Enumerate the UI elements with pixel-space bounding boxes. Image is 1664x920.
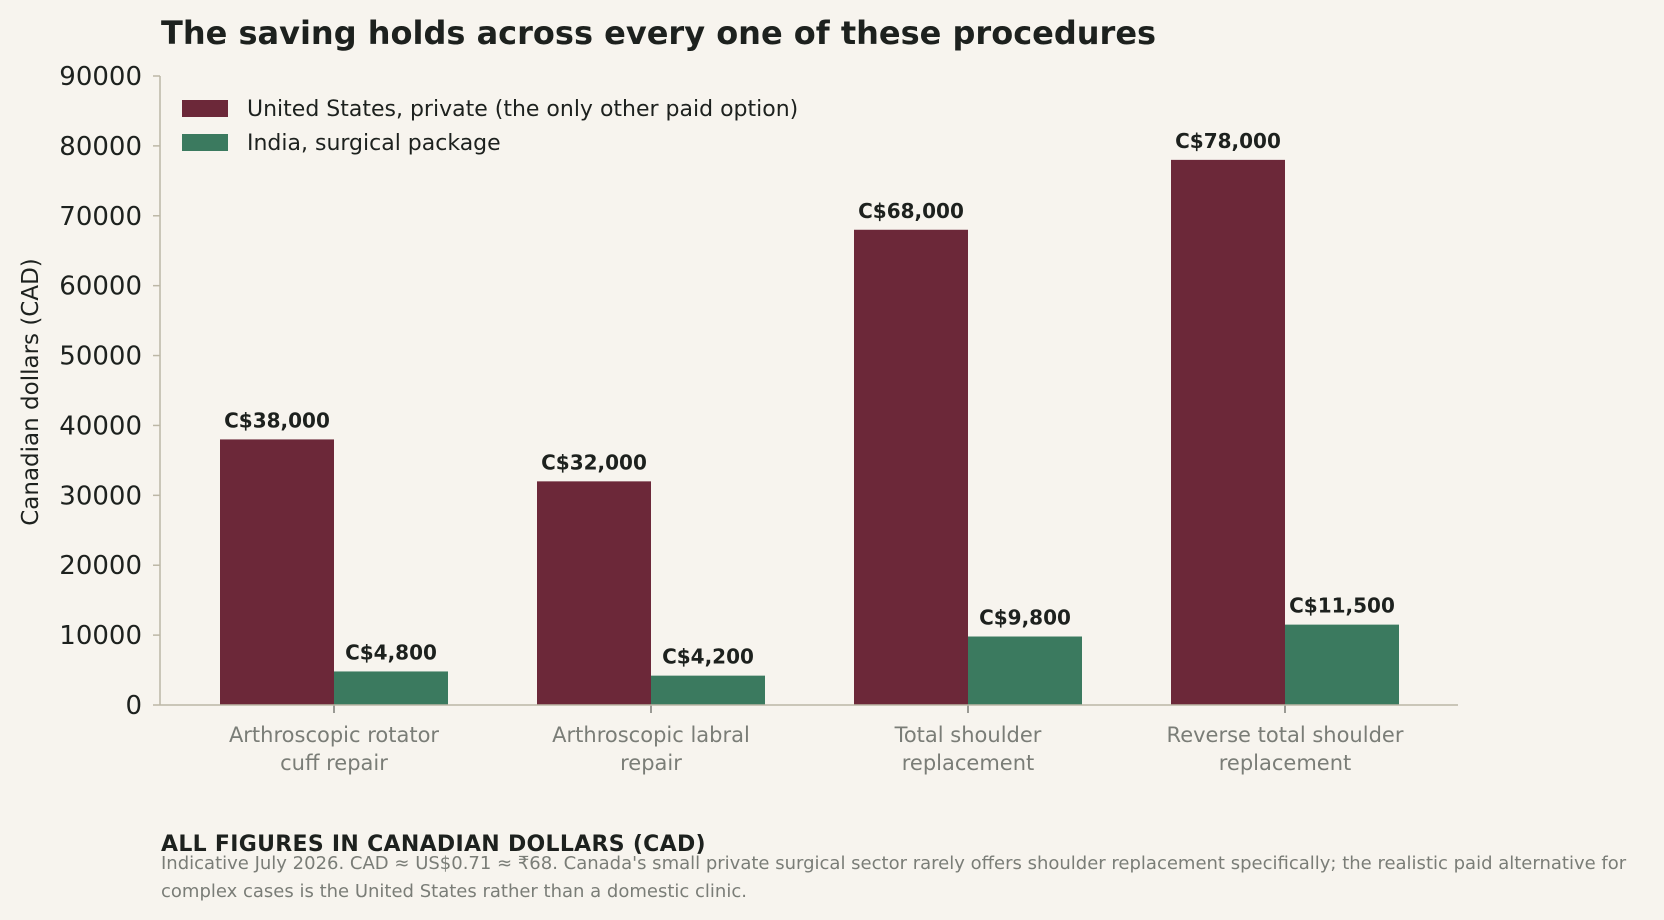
bar-us-0 <box>220 439 334 705</box>
y-axis-ticks: 0 10000 20000 30000 40000 50000 60000 70000 8000… <box>59 62 160 721</box>
legend-swatch <box>182 100 228 117</box>
bar-us-3 <box>1171 159 1285 705</box>
x-tick-label: replacement <box>1219 751 1352 775</box>
y-tick-label: 10000 <box>59 621 142 651</box>
footer-note: Indicative July 2026. CAD ≈ US$0.71 ≈ ₹6… <box>161 853 1627 902</box>
value-label: C$4,800 <box>345 640 437 664</box>
x-tick-label: repair <box>620 751 682 775</box>
x-tick-label: Reverse total shoulder <box>1167 723 1404 747</box>
legend-swatch <box>182 134 228 151</box>
legend-label: United States, private (the only other p… <box>247 97 798 122</box>
bar-india-0 <box>334 671 448 705</box>
y-axis-label: Canadian dollars (CAD) <box>18 258 44 526</box>
y-tick-label: 90000 <box>59 62 142 92</box>
value-label: C$32,000 <box>541 450 647 474</box>
x-tick-label: Total shoulder <box>894 723 1042 747</box>
bar-india-2 <box>968 636 1082 705</box>
bar-india-1 <box>651 675 765 705</box>
legend: United States, private (the only other p… <box>182 97 798 156</box>
value-label: C$78,000 <box>1175 129 1281 153</box>
y-tick-label: 80000 <box>59 132 142 162</box>
y-tick-label: 50000 <box>59 342 142 372</box>
value-label: C$11,500 <box>1289 594 1395 618</box>
legend-label: India, surgical package <box>247 131 501 156</box>
x-axis-ticks: Arthroscopic rotator cuff repair Arthrosco… <box>229 705 1404 775</box>
value-label: C$38,000 <box>224 408 330 432</box>
y-tick-label: 70000 <box>59 202 142 232</box>
x-tick-label: Arthroscopic labral <box>552 723 750 747</box>
value-label: C$68,000 <box>858 199 964 223</box>
bars <box>220 159 1399 705</box>
value-label: C$9,800 <box>979 606 1071 630</box>
y-tick-label: 30000 <box>59 481 142 511</box>
chart-title: The saving holds across every one of the… <box>161 14 1156 52</box>
x-tick-label: cuff repair <box>280 751 388 775</box>
value-labels: C$38,000 C$32,000 C$68,000 C$78,000 C$4,800 C… <box>224 129 1395 669</box>
bar-us-1 <box>537 481 651 705</box>
x-tick-label: Arthroscopic rotator <box>229 723 439 747</box>
footer-heading: ALL FIGURES IN CANADIAN DOLLARS (CAD) <box>161 832 706 857</box>
x-tick-label: replacement <box>902 751 1035 775</box>
value-label: C$4,200 <box>662 645 754 669</box>
y-tick-label: 20000 <box>59 551 142 581</box>
y-tick-label: 40000 <box>59 411 142 441</box>
y-tick-label: 0 <box>125 691 142 721</box>
y-tick-label: 60000 <box>59 272 142 302</box>
bar-us-2 <box>854 229 968 705</box>
bar-india-3 <box>1285 624 1399 705</box>
